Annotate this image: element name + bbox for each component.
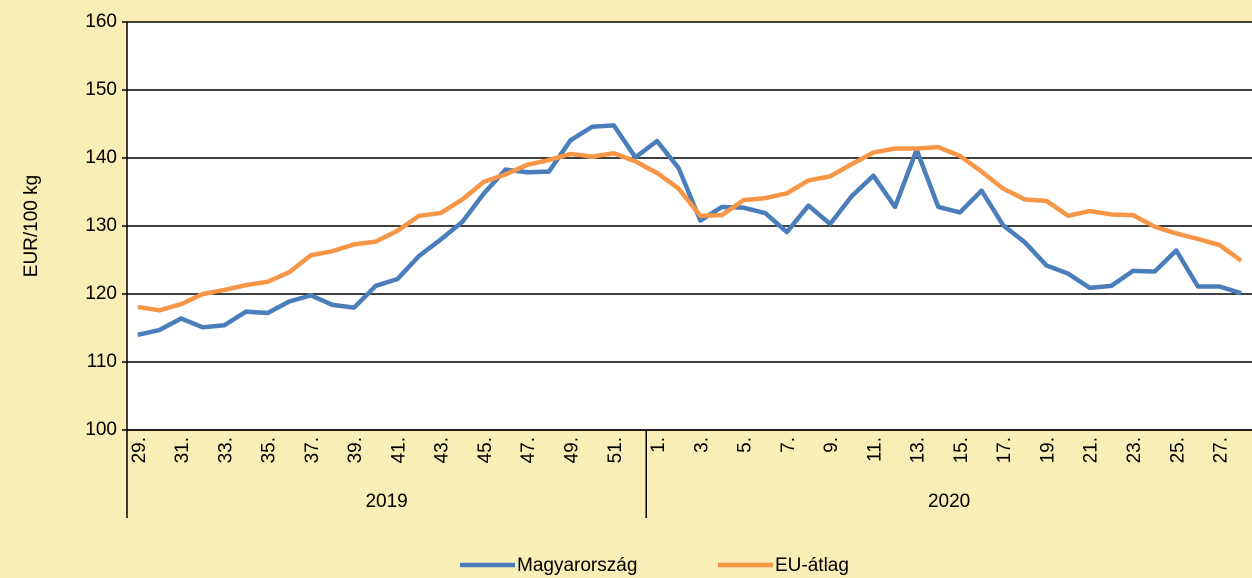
x-tick-label: 21. [1081, 437, 1102, 463]
x-tick-label: 41. [388, 437, 409, 463]
x-tick-label: 45. [475, 437, 496, 463]
x-tick-label: 5. [735, 437, 756, 453]
x-tick-label: 33. [215, 437, 236, 463]
x-tick-label: 3. [691, 437, 712, 453]
x-tick-label: 51. [605, 437, 626, 463]
y-tick-label: 150 [85, 79, 117, 100]
legend-label: Magyarország [517, 555, 637, 576]
x-tick-label: 29. [129, 437, 150, 463]
x-tick-label: 35. [259, 437, 280, 463]
x-tick-label: 7. [778, 437, 799, 453]
legend-label: EU-átlag [775, 555, 849, 576]
y-tick-label: 130 [85, 215, 117, 236]
series-line [137, 144, 1243, 313]
x-tick-label: 9. [821, 437, 842, 453]
y-tick-label: 120 [85, 283, 117, 304]
x-tick-label: 27. [1211, 437, 1232, 463]
y-tick-label: 140 [85, 147, 117, 168]
x-tick-label: 17. [994, 437, 1015, 463]
x-tick-label: 19. [1037, 437, 1058, 463]
y-tick-label: 100 [85, 419, 117, 440]
x-tick-label: 1. [648, 437, 669, 453]
x-tick-label: 13. [908, 437, 929, 463]
x-tick-label: 47. [518, 437, 539, 463]
series-line [137, 123, 1242, 337]
x-tick-label: 43. [432, 437, 453, 463]
x-tick-label: 49. [562, 437, 583, 463]
group-label: 2019 [365, 491, 407, 512]
x-tick-label: 31. [172, 437, 193, 463]
y-tick-label: 160 [85, 11, 117, 32]
group-label: 2020 [928, 491, 970, 512]
x-tick-label: 23. [1124, 437, 1145, 463]
x-tick-label: 39. [345, 437, 366, 463]
x-tick-label: 25. [1167, 437, 1188, 463]
x-tick-label: 15. [951, 437, 972, 463]
x-tick-label: 37. [302, 437, 323, 463]
y-axis-title: EUR/100 kg [21, 175, 42, 277]
y-tick-label: 110 [87, 351, 117, 372]
x-tick-label: 11. [864, 437, 885, 462]
